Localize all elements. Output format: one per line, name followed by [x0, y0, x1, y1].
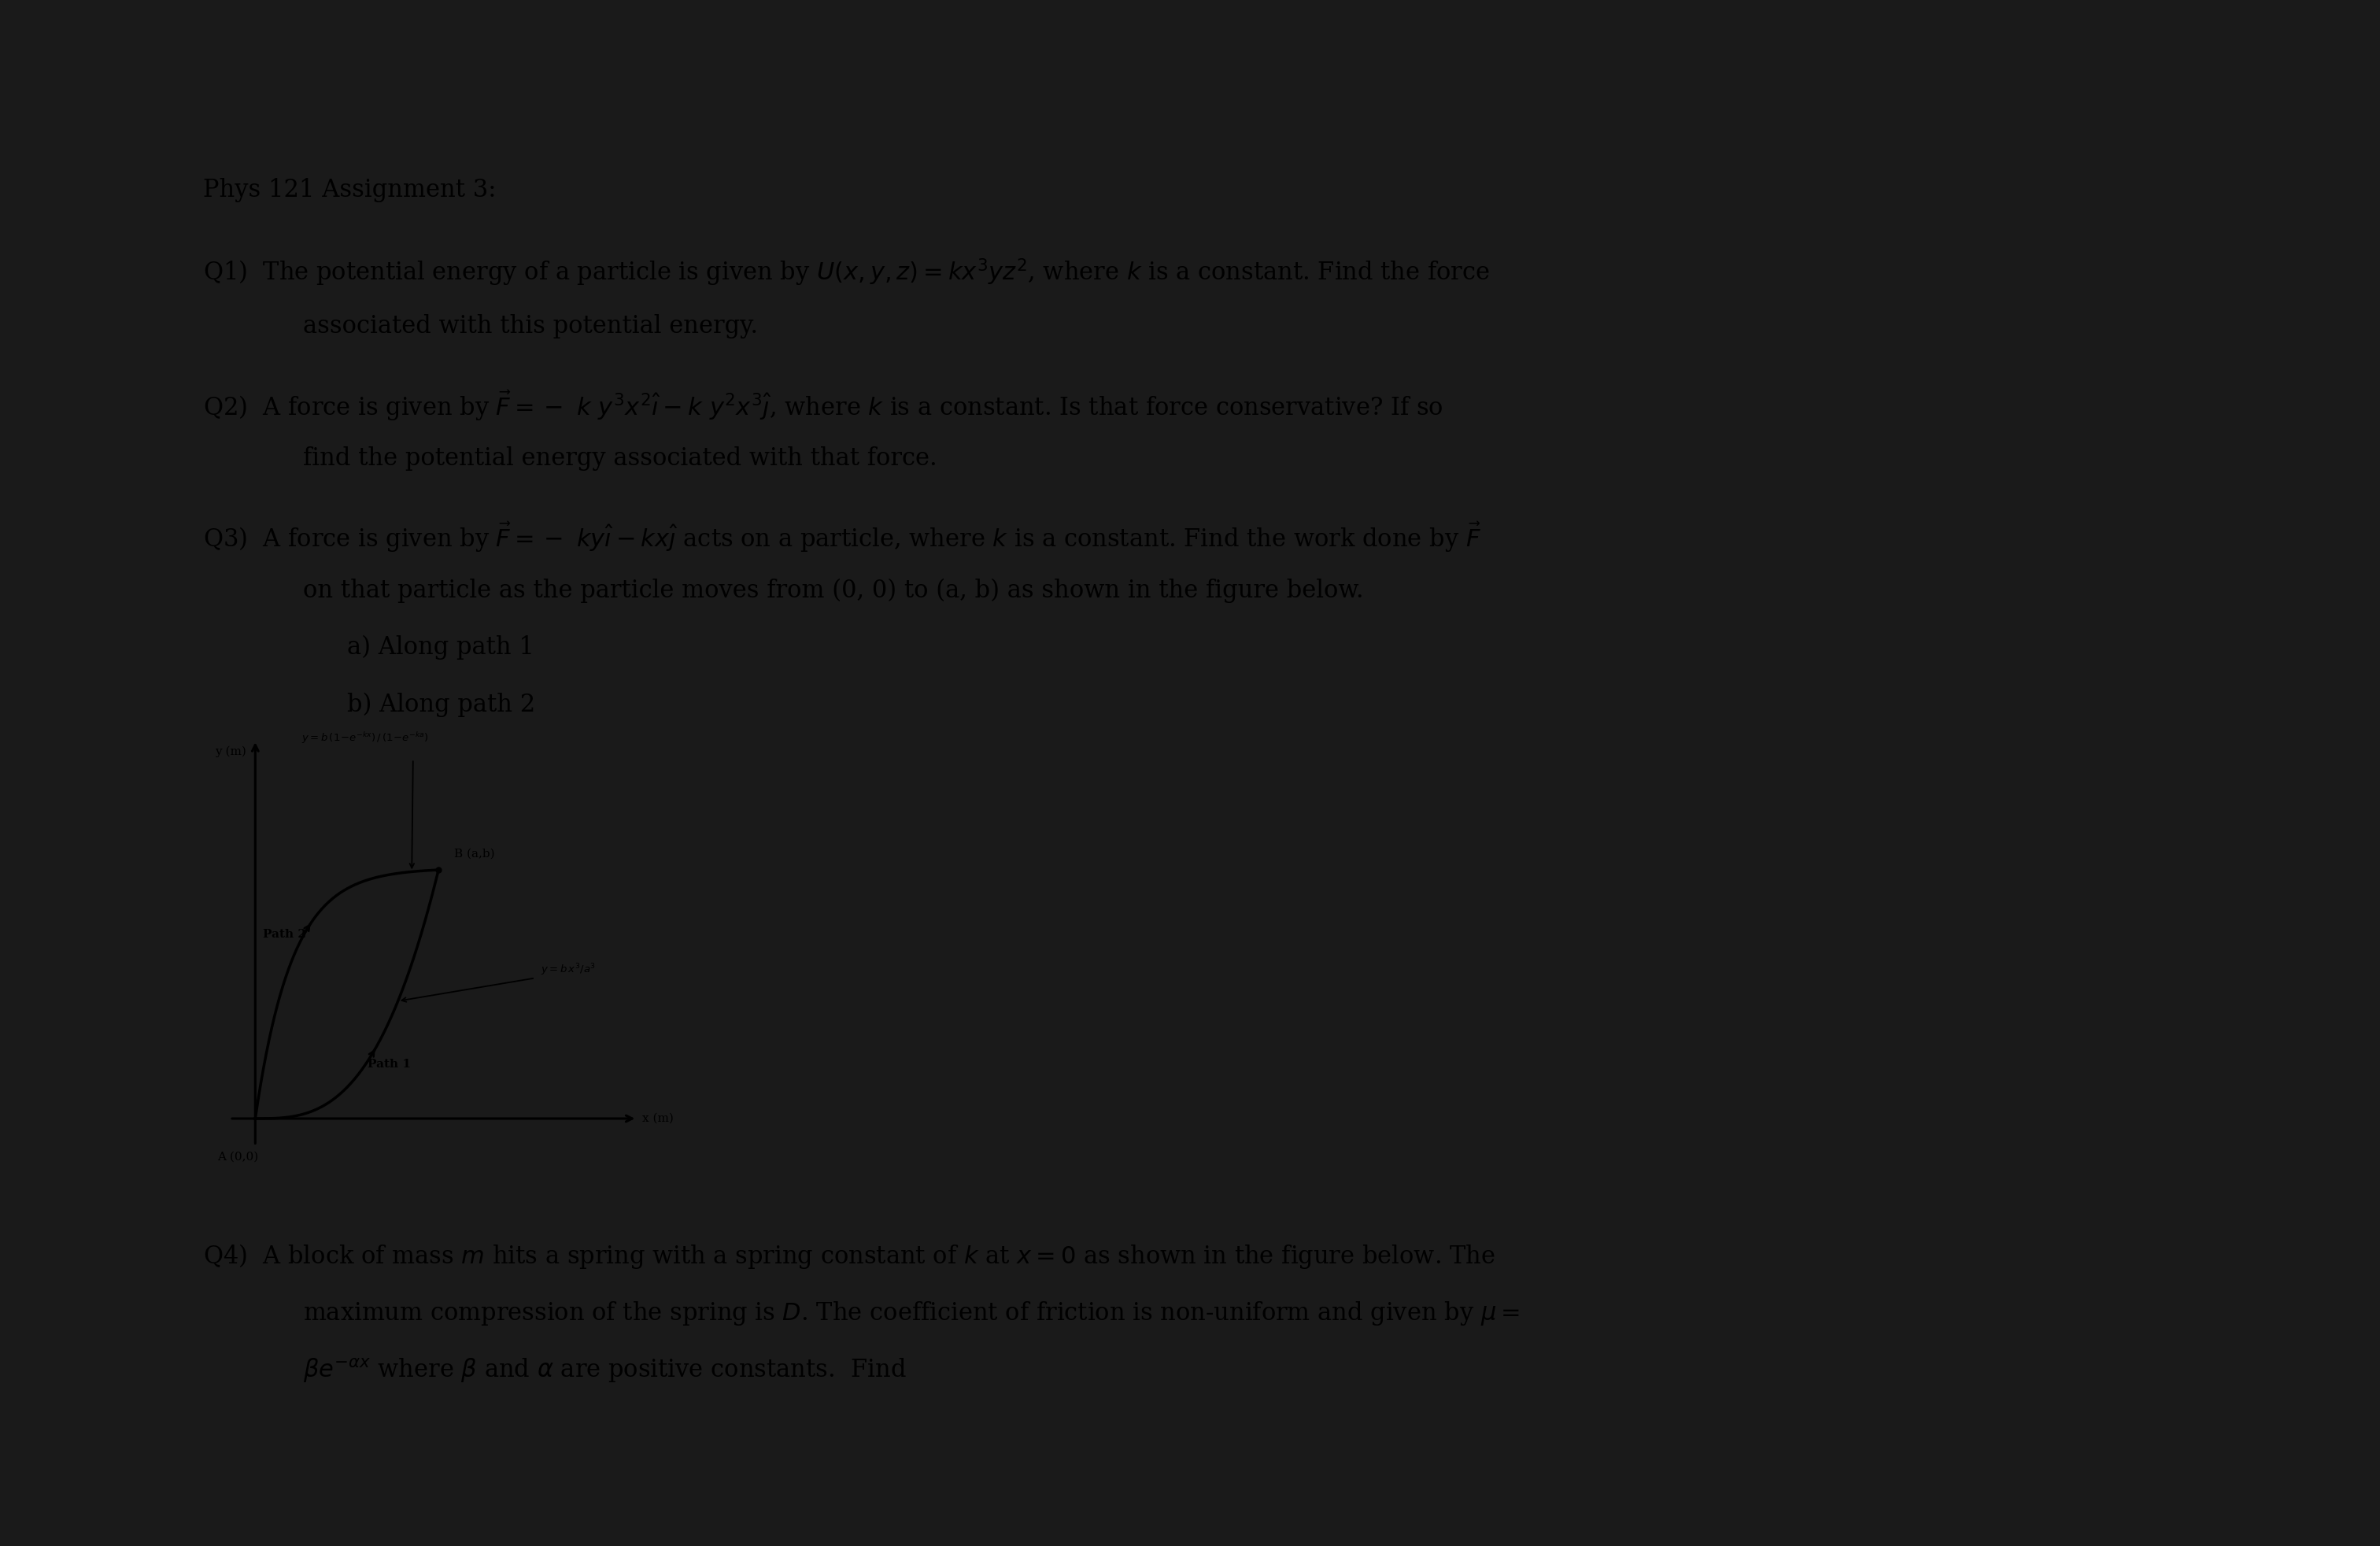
- Text: a) Along path 1: a) Along path 1: [347, 635, 536, 660]
- Text: B (a,b): B (a,b): [455, 849, 495, 860]
- Text: Q4)  A block of mass $m$ hits a spring with a spring constant of $k$ at $x = 0$ : Q4) A block of mass $m$ hits a spring wi…: [202, 1243, 1495, 1271]
- Text: on that particle as the particle moves from (0, 0) to (a, b) as shown in the fig: on that particle as the particle moves f…: [302, 578, 1364, 603]
- Text: Path 1: Path 1: [367, 1059, 409, 1070]
- Text: maximum compression of the spring is $D$. The coefficient of friction is non-uni: maximum compression of the spring is $D$…: [302, 1300, 1518, 1326]
- Text: b) Along path 2: b) Along path 2: [347, 693, 536, 717]
- Text: y (m): y (m): [214, 745, 245, 758]
- Text: Q1)  The potential energy of a particle is given by $U(x, y, z) = kx^3yz^2$, whe: Q1) The potential energy of a particle i…: [202, 257, 1490, 288]
- Text: Phys 121 Assignment 3:: Phys 121 Assignment 3:: [202, 178, 495, 203]
- Text: $\beta e^{-\alpha x}$ where $\beta$ and $\alpha$ are positive constants.  Find: $\beta e^{-\alpha x}$ where $\beta$ and …: [302, 1357, 907, 1385]
- Text: Q3)  A force is given by $\vec{F} = -\ ky\hat{\imath} - kx\hat{\jmath}$ acts on : Q3) A force is given by $\vec{F} = -\ ky…: [202, 521, 1480, 555]
- Text: find the potential energy associated with that force.: find the potential energy associated wit…: [302, 445, 938, 470]
- Text: associated with this potential energy.: associated with this potential energy.: [302, 314, 757, 339]
- Text: $y = b\,(1\!-\!e^{-kx})\,/\,(1\!-\!e^{-ka})$: $y = b\,(1\!-\!e^{-kx})\,/\,(1\!-\!e^{-k…: [300, 731, 428, 745]
- Text: $y = b\,x^3/a^3$: $y = b\,x^3/a^3$: [540, 962, 595, 977]
- Text: A (0,0): A (0,0): [217, 1152, 257, 1163]
- Text: x (m): x (m): [643, 1113, 674, 1124]
- Text: Path 2: Path 2: [262, 929, 307, 940]
- Text: Q2)  A force is given by $\vec{F} = -\ k\ y^3x^2\hat{\imath} - k\ y^2x^3\hat{\jm: Q2) A force is given by $\vec{F} = -\ k\…: [202, 388, 1442, 422]
